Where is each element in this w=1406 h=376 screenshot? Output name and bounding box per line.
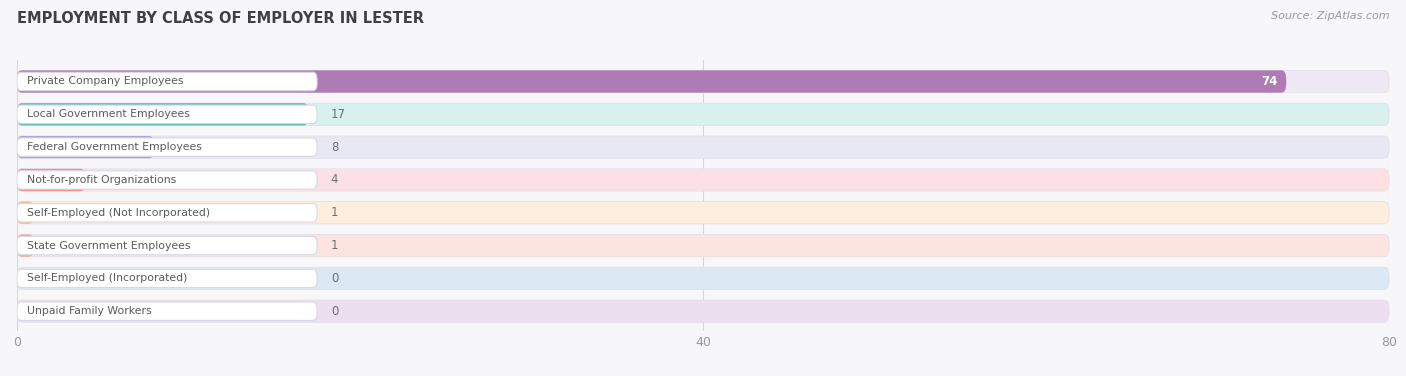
- FancyBboxPatch shape: [17, 269, 318, 288]
- FancyBboxPatch shape: [17, 70, 1286, 92]
- FancyBboxPatch shape: [17, 234, 1389, 257]
- Text: 17: 17: [330, 108, 346, 121]
- FancyBboxPatch shape: [17, 203, 318, 222]
- FancyBboxPatch shape: [17, 136, 1389, 158]
- Text: EMPLOYMENT BY CLASS OF EMPLOYER IN LESTER: EMPLOYMENT BY CLASS OF EMPLOYER IN LESTE…: [17, 11, 423, 26]
- FancyBboxPatch shape: [17, 169, 86, 191]
- FancyBboxPatch shape: [17, 138, 318, 156]
- Text: 1: 1: [330, 206, 339, 219]
- Text: 74: 74: [1261, 75, 1278, 88]
- FancyBboxPatch shape: [17, 171, 318, 189]
- Text: 1: 1: [330, 239, 339, 252]
- Text: Unpaid Family Workers: Unpaid Family Workers: [27, 306, 152, 316]
- FancyBboxPatch shape: [17, 72, 318, 91]
- Text: 8: 8: [330, 141, 339, 154]
- Text: State Government Employees: State Government Employees: [27, 241, 191, 250]
- FancyBboxPatch shape: [17, 103, 308, 126]
- FancyBboxPatch shape: [17, 169, 1389, 191]
- Text: 4: 4: [330, 173, 339, 186]
- Text: Not-for-profit Organizations: Not-for-profit Organizations: [27, 175, 176, 185]
- Text: 0: 0: [330, 272, 339, 285]
- FancyBboxPatch shape: [17, 202, 1389, 224]
- FancyBboxPatch shape: [17, 105, 318, 123]
- Text: 0: 0: [330, 305, 339, 318]
- Text: Self-Employed (Not Incorporated): Self-Employed (Not Incorporated): [27, 208, 211, 218]
- FancyBboxPatch shape: [17, 136, 155, 158]
- FancyBboxPatch shape: [17, 237, 318, 255]
- Text: Federal Government Employees: Federal Government Employees: [27, 142, 202, 152]
- FancyBboxPatch shape: [17, 103, 1389, 126]
- Text: Source: ZipAtlas.com: Source: ZipAtlas.com: [1271, 11, 1389, 21]
- FancyBboxPatch shape: [17, 70, 1389, 92]
- FancyBboxPatch shape: [17, 302, 318, 320]
- FancyBboxPatch shape: [17, 267, 1389, 290]
- Text: Private Company Employees: Private Company Employees: [27, 76, 184, 86]
- Text: Local Government Employees: Local Government Employees: [27, 109, 190, 119]
- FancyBboxPatch shape: [17, 202, 34, 224]
- Text: Self-Employed (Incorporated): Self-Employed (Incorporated): [27, 273, 187, 284]
- FancyBboxPatch shape: [17, 300, 1389, 322]
- FancyBboxPatch shape: [17, 234, 34, 257]
